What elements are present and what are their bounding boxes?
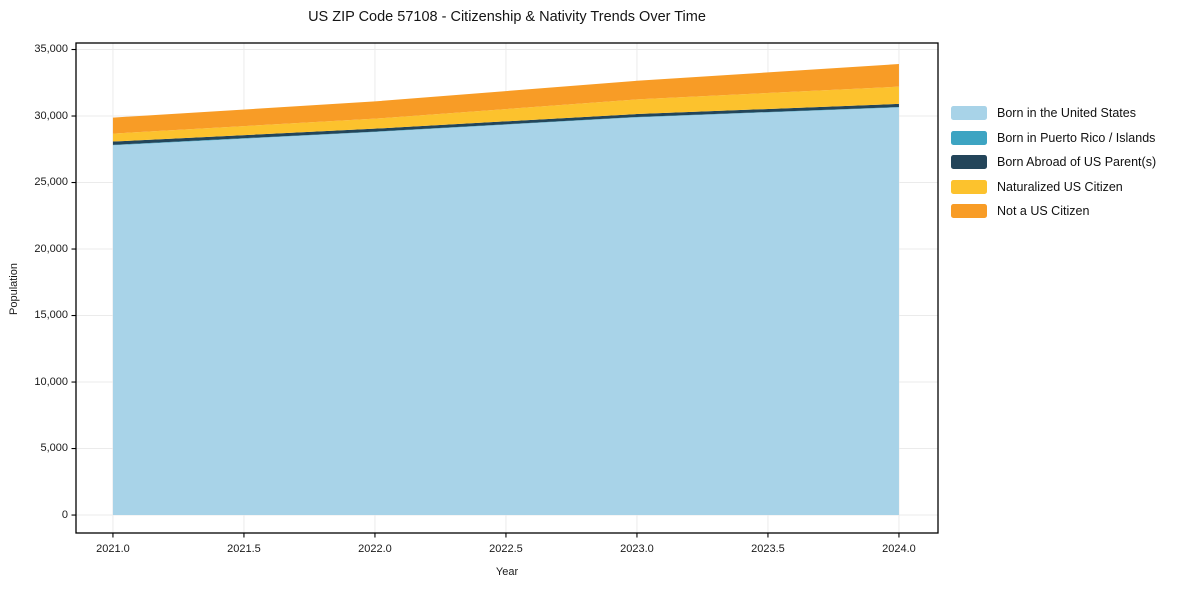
y-tick-label: 10,000: [34, 375, 68, 388]
legend-swatch: [951, 130, 987, 145]
x-tick-label: 2022.0: [358, 543, 392, 555]
x-tick-label: 2023.5: [751, 543, 785, 555]
legend-label: Naturalized US Citizen: [997, 179, 1123, 194]
legend-label: Born in Puerto Rico / Islands: [997, 130, 1156, 145]
legend: Born in the United States Born in Puerto …: [951, 106, 1156, 218]
y-tick-label: 20,000: [34, 242, 68, 255]
legend-item: Naturalized US Citizen: [951, 179, 1156, 194]
y-tick-label: 15,000: [34, 309, 68, 322]
x-axis-label: Year: [495, 566, 519, 578]
y-tick-label: 25,000: [34, 176, 68, 189]
y-tick-label: 5,000: [40, 442, 68, 455]
legend-swatch: [951, 155, 987, 169]
legend-label: Born in the United States: [997, 106, 1136, 120]
x-tick-label: 2024.0: [882, 543, 916, 555]
y-tick-label: 35,000: [34, 43, 68, 56]
legend-item: Born in the United States: [951, 106, 1156, 120]
x-tick-label: 2021.0: [96, 543, 130, 555]
legend-swatch: [951, 204, 987, 218]
x-tick-label: 2023.0: [620, 543, 654, 555]
chart-title: US ZIP Code 57108 - Citizenship & Nativi…: [308, 9, 706, 25]
x-tick-label: 2022.5: [489, 543, 523, 555]
legend-item: Not a US Citizen: [951, 204, 1156, 218]
legend-label: Born Abroad of US Parent(s): [997, 155, 1157, 169]
y-tick-label: 30,000: [34, 109, 68, 122]
legend-item: Born in Puerto Rico / Islands: [951, 130, 1156, 145]
legend-swatch: [951, 106, 987, 120]
legend-label: Not a US Citizen: [997, 204, 1090, 218]
x-tick-label: 2021.5: [227, 543, 261, 555]
legend-item: Born Abroad of US Parent(s): [951, 155, 1156, 169]
legend-swatch: [951, 179, 987, 194]
y-tick-label: 0: [61, 508, 68, 521]
